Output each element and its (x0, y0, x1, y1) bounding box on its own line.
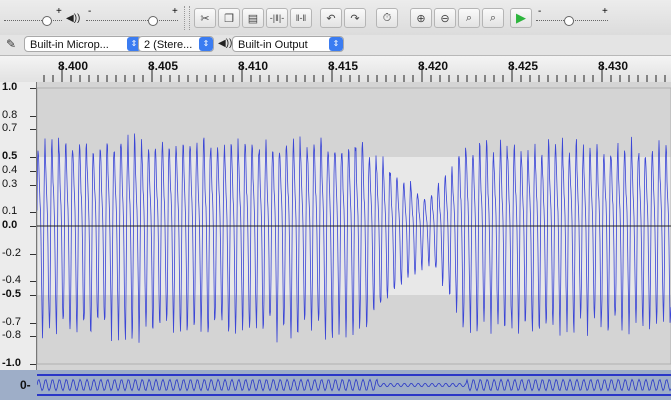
amplitude-label: -1.0 (2, 357, 21, 369)
undo-button[interactable]: ↶ (320, 8, 342, 28)
second-waveform-path (37, 378, 671, 392)
amplitude-tick (30, 281, 36, 283)
amplitude-tick (30, 295, 36, 296)
redo-button[interactable]: ↷ (344, 8, 366, 28)
chevron-updown-icon: ⇕ (199, 37, 213, 51)
waveform-area[interactable] (36, 82, 671, 370)
output-device-value: Built-in Output (238, 39, 308, 51)
microphone-icon: ✎ (6, 37, 17, 51)
playback-volume-slider[interactable]: - + (86, 6, 178, 26)
fit-project-button[interactable]: ⌕ (482, 8, 504, 28)
amplitude-tick (30, 322, 36, 324)
toolbar-grip[interactable] (184, 6, 190, 30)
sync-lock-button[interactable]: ⏱ (376, 8, 398, 28)
undo-icon: ↶ (326, 12, 336, 25)
output-device-select[interactable]: Built-in Output ⇕ (232, 36, 344, 52)
amplitude-tick (30, 336, 36, 338)
second-track[interactable]: 0- (0, 370, 671, 400)
second-track-label: 0- (20, 378, 31, 392)
amplitude-tick (30, 157, 36, 158)
trim-icon: -|‖|- (269, 13, 285, 23)
silence-button[interactable]: ‖-‖ (290, 8, 312, 28)
amplitude-label: 0.0 (2, 219, 18, 231)
plus-label: + (172, 6, 178, 17)
amplitude-label: 0.4 (2, 163, 18, 176)
amplitude-label: 1.0 (2, 81, 18, 93)
copy-button[interactable]: ❐ (218, 8, 240, 28)
amplitude-label: 0.5 (2, 150, 18, 162)
transport-toolbar: + ◀)) - + ✂ ❐ ▤ -|‖|- ‖-‖ ↶ ↷ ⏱ ⊕ ⊖ ⌕ ⌕ … (0, 0, 671, 36)
zoom-out-button[interactable]: ⊖ (434, 8, 456, 28)
timeline-tick-label: 8.405 (148, 59, 179, 73)
audio-track[interactable]: 1.0 0.8 0.7 0.5 0.4 0.3 0.1 0.0 -0.2 -0.4 -0.5 -0.7… (0, 81, 671, 370)
amplitude-label: 0.3 (2, 177, 18, 190)
channels-value: 2 (Stere... (144, 39, 193, 51)
plus-label: + (602, 6, 608, 17)
timeline-tick-label: 8.430 (598, 59, 629, 73)
amplitude-label: -0.2 (2, 246, 21, 259)
amplitude-tick (30, 88, 36, 89)
amplitude-tick (30, 184, 36, 186)
waveform (36, 87, 671, 365)
minus-label: - (538, 6, 542, 17)
amplitude-label: 0.8 (2, 108, 18, 121)
silence-icon: ‖-‖ (295, 13, 307, 23)
amplitude-tick (30, 170, 36, 172)
scissors-icon: ✂ (200, 12, 210, 25)
trim-button[interactable]: -|‖|- (266, 8, 288, 28)
chevron-updown-icon: ⇕ (127, 37, 141, 51)
fit-selection-button[interactable]: ⌕ (458, 8, 480, 28)
paste-button[interactable]: ▤ (242, 8, 264, 28)
amplitude-tick (30, 226, 36, 227)
paste-icon: ▤ (247, 12, 259, 25)
speaker-icon: ◀)) (66, 13, 81, 24)
redo-icon: ↷ (350, 12, 360, 25)
zoom-in-button[interactable]: ⊕ (410, 8, 432, 28)
waveform-path (36, 133, 671, 343)
play-at-speed-button[interactable]: ▶ (510, 8, 532, 28)
amplitude-label: -0.8 (2, 329, 21, 342)
amplitude-tick (30, 129, 36, 131)
amplitude-label: -0.5 (2, 288, 21, 300)
zoom-out-icon: ⊖ (440, 12, 450, 25)
ruler-ticks (43, 64, 666, 82)
timeline-ruler[interactable]: 8.400 8.405 8.410 8.415 8.420 8.425 8.430 (0, 56, 671, 83)
minus-label: - (88, 6, 92, 17)
chevron-updown-icon: ⇕ (329, 37, 343, 51)
amplitude-ruler: 1.0 0.8 0.7 0.5 0.4 0.3 0.1 0.0 -0.2 -0.4 -0.5 -0.7… (0, 81, 37, 370)
amplitude-tick (30, 253, 36, 255)
speaker-icon: ◀)) (218, 38, 233, 49)
fit-project-icon: ⌕ (489, 11, 497, 24)
play-speed-slider[interactable]: - + (536, 6, 608, 26)
timeline-tick-label: 8.425 (508, 59, 539, 73)
amplitude-label: -0.7 (2, 315, 21, 328)
timer-icon: ⏱ (382, 11, 392, 24)
device-toolbar: ✎ Built-in Microp... ⇕ 2 (Stere... ⇕ ◀))… (0, 35, 671, 56)
amplitude-label: 0.1 (2, 205, 18, 218)
timeline-tick-label: 8.400 (58, 59, 89, 73)
zoom-in-icon: ⊕ (416, 12, 426, 25)
recording-volume-slider[interactable]: + (4, 6, 62, 26)
copy-icon: ❐ (224, 12, 234, 25)
play-icon: ▶ (516, 10, 526, 25)
timeline-tick-label: 8.410 (238, 59, 269, 73)
input-device-select[interactable]: Built-in Microp... ⇕ (24, 36, 142, 52)
plus-label: + (56, 6, 62, 17)
second-waveform (37, 374, 671, 396)
amplitude-label: -0.4 (2, 274, 21, 287)
cut-button[interactable]: ✂ (194, 8, 216, 28)
fit-selection-icon: ⌕ (465, 11, 473, 24)
amplitude-tick (30, 212, 36, 214)
amplitude-tick (30, 115, 36, 117)
amplitude-tick (30, 364, 36, 365)
timeline-tick-label: 8.415 (328, 59, 359, 73)
timeline-tick-label: 8.420 (418, 59, 449, 73)
channels-select[interactable]: 2 (Stere... ⇕ (138, 36, 214, 52)
amplitude-label: 0.7 (2, 122, 18, 135)
input-device-value: Built-in Microp... (30, 39, 109, 51)
